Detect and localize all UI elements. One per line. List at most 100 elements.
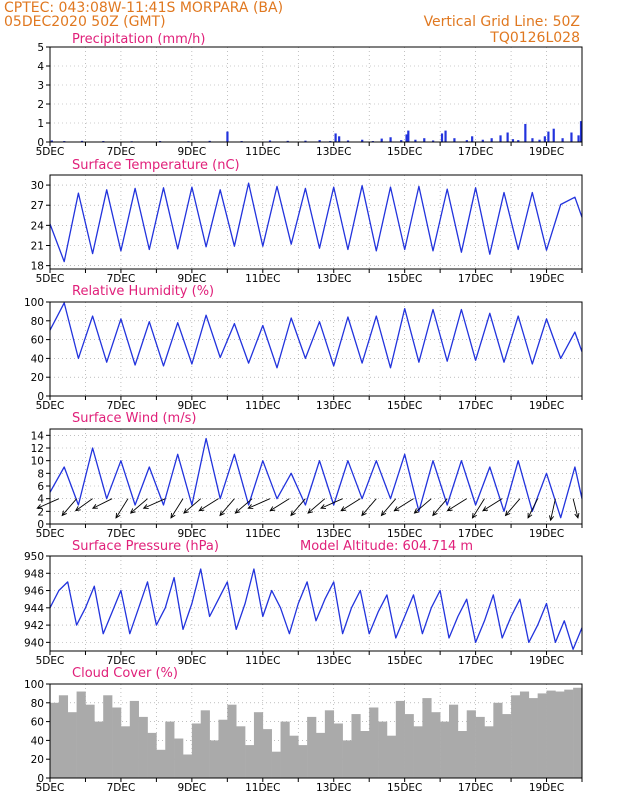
cloud-cover-bar (457, 731, 468, 778)
cloud-cover-bar (555, 691, 565, 778)
x-tick-label: 13DEC (316, 400, 351, 412)
temp-grid (50, 175, 582, 269)
y-tick-label: 946 (24, 586, 44, 598)
cloud-cover-bar (378, 721, 388, 778)
y-tick-label: 80 (31, 316, 44, 328)
precipitation-bar (50, 140, 53, 142)
wind-arrow-shaft (320, 498, 343, 509)
y-tick-label: 4 (37, 61, 44, 73)
cloud-cover-bar (519, 691, 530, 778)
x-tick-label: 9DEC (177, 782, 206, 794)
wind-arrow-head (340, 506, 347, 512)
wind-arrow-head (61, 510, 67, 517)
wind-arrow-head (183, 508, 189, 514)
precipitation-bar (226, 131, 229, 142)
rh-series-line (49, 302, 583, 369)
cloud-cover-bar (183, 754, 193, 778)
wind-arrow-head (129, 508, 136, 514)
pres-x-axis: 5DEC 7DEC 9DEC 11DEC 13DEC 15DEC 17DEC 19DEC (36, 651, 583, 667)
header-datetime: 05DEC2020 50Z (GMT) (4, 14, 166, 30)
x-tick-label: 15DEC (387, 528, 422, 540)
cloud-cover-bar (413, 726, 423, 778)
wind-arrow-shaft (37, 498, 60, 509)
precipitation-bar (511, 139, 515, 142)
temp-frame (49, 174, 583, 270)
wind-arrow-head (471, 512, 477, 519)
precipitation-bar (361, 139, 364, 142)
cloud-cover-title: Cloud Cover (%) (72, 666, 178, 681)
pressure-title: Surface Pressure (hPa) (72, 539, 219, 554)
y-tick-label: 4 (37, 494, 44, 506)
wind-arrow-shaft (183, 498, 202, 514)
y-tick-label: 0 (37, 137, 44, 149)
precipitation-bar (552, 128, 555, 142)
x-tick-label: 13DEC (316, 273, 351, 285)
cloud-cover-bar (138, 716, 148, 778)
rh-y-axis: 0 20 40 60 80 100 (24, 297, 50, 403)
cloud-cover-bar (342, 740, 352, 778)
wind-arrow-head (549, 515, 555, 522)
wind-arrow-head (307, 508, 314, 514)
x-tick-label: 15DEC (387, 146, 422, 158)
cloud-cover-bar (76, 691, 86, 778)
precipitation-bar (208, 140, 211, 142)
header-model-id: TQ0126L028 (489, 30, 580, 46)
y-tick-label: 6 (37, 481, 44, 493)
cloud-cover-bar (262, 729, 272, 778)
cloud-cover-bar (546, 690, 556, 778)
y-tick-label: 948 (24, 568, 44, 580)
y-tick-label: 950 (24, 551, 44, 563)
wind-title: Surface Wind (m/s) (72, 411, 196, 426)
cloud-y-axis: 0 20 40 60 80 100 (24, 679, 50, 785)
wind-arrow-head (170, 512, 176, 519)
x-tick-label: 11DEC (245, 146, 280, 158)
cloud-cover-bar (271, 751, 281, 778)
wind-arrows (36, 498, 580, 522)
precipitation-bar (538, 139, 541, 142)
y-tick-label: 100 (24, 679, 44, 691)
cloud-cover-bar (395, 700, 405, 778)
cloud-cover-bar (431, 712, 441, 778)
precipitation-bar (80, 140, 84, 142)
cloud-cover-bar (280, 721, 290, 778)
precipitation-bar (389, 137, 392, 142)
precipitation-bar (334, 133, 337, 142)
precipitation-bars (50, 121, 583, 142)
precipitation-bar (444, 130, 447, 142)
wind-arrow-shaft (75, 498, 93, 512)
y-tick-label: 10 (31, 456, 44, 468)
wind-arrow-head (380, 510, 387, 517)
x-tick-label: 13DEC (316, 528, 351, 540)
model-altitude-label: Model Altitude: 604.714 m (300, 539, 473, 554)
wind-arrow-head (290, 510, 296, 517)
x-tick-label: 11DEC (245, 782, 280, 794)
wind-arrow-shaft (432, 498, 448, 516)
x-tick-label: 9DEC (177, 655, 206, 667)
wind-arrow-shaft (248, 498, 271, 509)
humidity-panel: Relative Humidity (%) 0 20 40 60 80 100 5DEC 7D… (24, 284, 583, 412)
wind-arrow-shaft (381, 498, 397, 516)
x-tick-label: 7DEC (107, 146, 136, 158)
wind-arrow-shaft (340, 498, 361, 512)
x-tick-label: 5DEC (36, 655, 65, 667)
cloud-cover-bar (369, 707, 379, 778)
y-tick-label: 30 (31, 180, 44, 192)
wind-arrow-head (482, 506, 489, 512)
precipitation-bar (346, 140, 350, 142)
y-tick-label: 942 (24, 620, 44, 632)
cloud-cover-bar (191, 723, 202, 778)
cloud-cover-bar (466, 710, 476, 778)
wind-arrow-shaft (482, 498, 503, 512)
cloud-cover-bar (174, 738, 184, 778)
wind-arrow-shaft (572, 498, 579, 518)
x-tick-label: 19DEC (529, 528, 564, 540)
y-tick-label: 21 (31, 241, 44, 253)
cloud-cover-bar (333, 723, 343, 778)
wind-arrow-head (446, 506, 453, 512)
y-tick-label: 2 (37, 99, 44, 111)
cloud-cover-bar (422, 698, 432, 778)
precipitation-bar (570, 132, 573, 142)
header-grid-note: Vertical Grid Line: 50Z (424, 14, 580, 30)
